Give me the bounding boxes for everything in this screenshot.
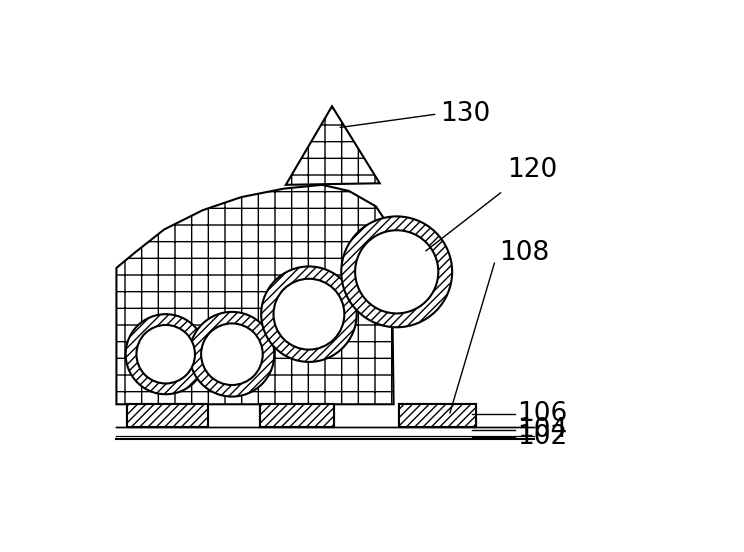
Circle shape [274, 279, 344, 349]
Text: 130: 130 [440, 101, 490, 127]
Circle shape [136, 325, 195, 384]
Circle shape [355, 230, 438, 314]
Circle shape [261, 267, 356, 362]
Circle shape [126, 314, 206, 394]
Circle shape [201, 323, 263, 385]
Polygon shape [286, 107, 379, 185]
Text: 104: 104 [517, 417, 567, 443]
Bar [399, 404, 476, 427]
Circle shape [190, 312, 275, 396]
Circle shape [341, 216, 452, 327]
Bar [127, 404, 208, 427]
Bar [127, 404, 208, 427]
Bar [260, 404, 333, 427]
Polygon shape [116, 185, 394, 404]
Bar [260, 404, 333, 427]
Text: 102: 102 [517, 424, 567, 450]
Text: 120: 120 [507, 157, 557, 183]
Text: 106: 106 [517, 401, 567, 427]
Bar [399, 404, 476, 427]
Text: 108: 108 [499, 240, 549, 266]
